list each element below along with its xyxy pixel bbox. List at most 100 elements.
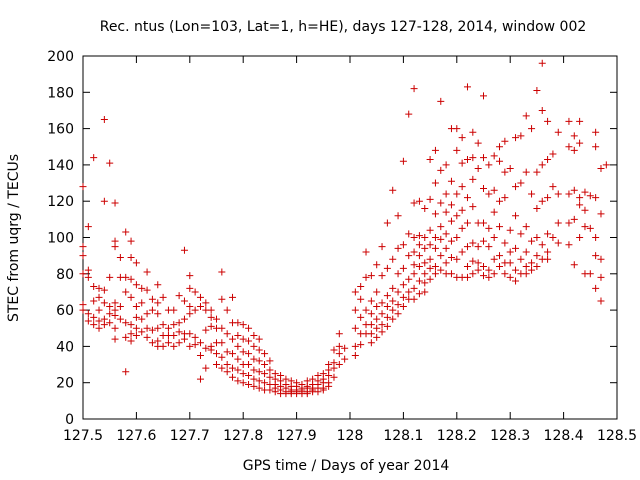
data-point xyxy=(84,223,92,231)
data-point xyxy=(202,326,210,334)
data-point xyxy=(335,342,343,350)
data-point xyxy=(196,302,204,310)
data-point xyxy=(351,342,359,350)
data-point xyxy=(480,219,487,227)
data-point xyxy=(399,302,407,310)
data-point xyxy=(330,364,338,372)
data-point xyxy=(234,377,242,385)
data-point xyxy=(111,324,119,332)
data-point xyxy=(373,288,381,296)
data-point xyxy=(453,190,461,198)
data-point xyxy=(159,321,167,329)
data-point xyxy=(79,306,87,314)
data-point xyxy=(132,259,140,267)
y-tick-label: 0 xyxy=(65,412,74,428)
data-point xyxy=(154,299,162,307)
data-point xyxy=(100,321,108,329)
data-point xyxy=(544,230,552,238)
data-point xyxy=(100,197,108,205)
data-point xyxy=(106,319,114,327)
data-point xyxy=(106,273,114,281)
data-point xyxy=(592,194,600,202)
data-point xyxy=(234,366,242,374)
data-point xyxy=(245,371,253,379)
data-point xyxy=(378,299,386,307)
data-point xyxy=(132,332,140,340)
data-point xyxy=(84,273,92,281)
data-point xyxy=(79,243,87,251)
data-point xyxy=(554,190,562,198)
data-point xyxy=(501,137,509,145)
data-point xyxy=(330,373,338,381)
data-point xyxy=(127,321,135,329)
data-point xyxy=(389,255,397,263)
data-point xyxy=(447,201,455,209)
data-point xyxy=(218,324,226,332)
data-point xyxy=(469,239,477,247)
y-tick-label: 80 xyxy=(56,267,74,283)
data-point xyxy=(501,194,509,202)
data-point xyxy=(202,344,210,352)
data-point xyxy=(554,128,562,136)
data-point xyxy=(367,321,375,329)
data-point xyxy=(544,194,552,202)
data-point xyxy=(367,339,375,347)
data-point xyxy=(207,306,215,314)
data-point xyxy=(501,270,509,278)
data-point xyxy=(367,330,375,338)
data-point xyxy=(132,324,140,332)
data-point xyxy=(367,272,375,280)
data-point xyxy=(447,253,455,261)
data-point xyxy=(426,226,434,234)
data-point xyxy=(335,361,343,369)
data-point xyxy=(357,313,365,321)
data-point xyxy=(410,85,418,93)
data-point xyxy=(383,302,391,310)
data-point xyxy=(389,315,397,323)
data-point xyxy=(111,199,119,207)
data-point xyxy=(154,281,162,289)
data-point xyxy=(250,375,258,383)
data-point xyxy=(314,388,322,396)
data-point xyxy=(565,190,573,198)
data-point xyxy=(528,259,536,267)
data-point xyxy=(533,252,541,260)
data-point xyxy=(90,321,98,329)
data-point xyxy=(501,239,509,247)
data-point xyxy=(576,201,584,209)
data-point xyxy=(394,310,402,318)
data-point xyxy=(223,330,231,338)
x-tick-label: 127.5 xyxy=(63,428,103,444)
data-point xyxy=(170,321,178,329)
data-point xyxy=(170,332,178,340)
data-point xyxy=(148,339,156,347)
data-point xyxy=(447,237,455,245)
x-tick-label: 127.6 xyxy=(116,428,156,444)
data-point xyxy=(191,306,199,314)
data-point xyxy=(410,261,418,269)
data-point xyxy=(218,364,226,372)
data-point xyxy=(501,168,509,176)
data-point xyxy=(463,155,471,163)
data-point xyxy=(79,252,87,260)
data-point xyxy=(138,299,146,307)
data-point xyxy=(522,223,530,231)
data-point xyxy=(437,199,445,207)
data-point xyxy=(245,361,253,369)
data-point xyxy=(415,232,423,240)
data-point xyxy=(223,306,231,314)
data-point xyxy=(95,306,103,314)
data-point xyxy=(490,270,498,278)
data-point xyxy=(266,373,274,381)
data-point xyxy=(469,128,477,136)
data-point xyxy=(597,297,605,305)
data-point xyxy=(592,252,600,260)
data-point xyxy=(213,315,220,323)
data-point xyxy=(410,270,418,278)
data-point xyxy=(496,143,504,151)
data-point xyxy=(180,246,188,254)
data-point xyxy=(170,306,178,314)
data-point xyxy=(186,272,194,280)
data-point xyxy=(394,288,402,296)
data-point xyxy=(186,284,194,292)
